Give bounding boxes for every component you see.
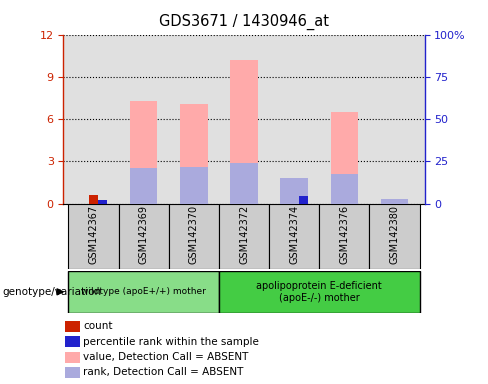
Bar <box>381 199 408 204</box>
Bar <box>230 163 258 204</box>
Text: GDS3671 / 1430946_at: GDS3671 / 1430946_at <box>159 13 329 30</box>
Bar <box>319 204 369 269</box>
Bar <box>130 101 158 204</box>
Bar <box>269 204 319 269</box>
Bar <box>219 204 269 269</box>
Bar <box>219 271 420 313</box>
Text: count: count <box>83 321 113 331</box>
Bar <box>89 195 98 204</box>
Text: GSM142367: GSM142367 <box>88 205 99 265</box>
Bar <box>299 197 308 204</box>
Text: GSM142376: GSM142376 <box>339 205 349 265</box>
Text: GSM142372: GSM142372 <box>239 205 249 265</box>
Bar <box>330 112 358 204</box>
Text: GSM142374: GSM142374 <box>289 205 299 265</box>
Bar <box>180 104 207 204</box>
Text: GSM142380: GSM142380 <box>389 205 400 264</box>
Bar <box>65 321 80 332</box>
Bar <box>230 60 258 204</box>
Bar <box>65 352 80 362</box>
Bar <box>369 204 420 269</box>
Bar <box>65 367 80 378</box>
Text: apolipoprotein E-deficient
(apoE-/-) mother: apolipoprotein E-deficient (apoE-/-) mot… <box>256 281 382 303</box>
Text: GSM142369: GSM142369 <box>139 205 149 264</box>
Text: GSM142370: GSM142370 <box>189 205 199 265</box>
Bar <box>180 167 207 204</box>
Bar <box>330 174 358 204</box>
Bar <box>68 271 219 313</box>
Text: wildtype (apoE+/+) mother: wildtype (apoE+/+) mother <box>81 287 206 296</box>
Text: percentile rank within the sample: percentile rank within the sample <box>83 337 259 347</box>
Bar <box>119 204 169 269</box>
Bar <box>68 204 119 269</box>
Bar <box>65 336 80 347</box>
Text: value, Detection Call = ABSENT: value, Detection Call = ABSENT <box>83 352 249 362</box>
Text: rank, Detection Call = ABSENT: rank, Detection Call = ABSENT <box>83 367 244 377</box>
Bar <box>130 168 158 204</box>
Bar <box>169 204 219 269</box>
Bar <box>98 200 107 204</box>
Bar <box>281 178 308 204</box>
Text: genotype/variation: genotype/variation <box>2 287 102 297</box>
